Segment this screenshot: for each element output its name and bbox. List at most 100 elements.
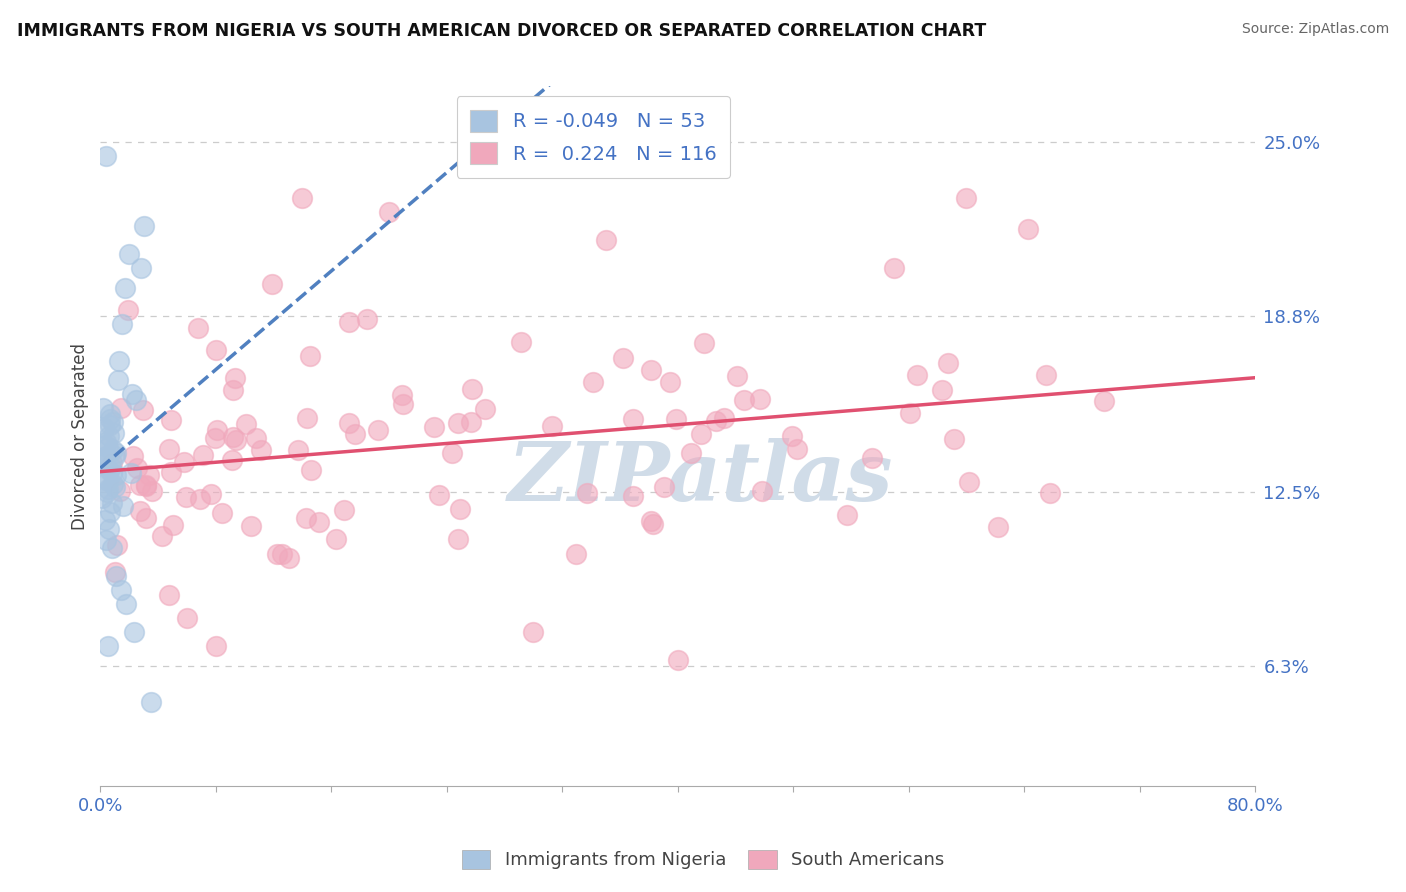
Point [713,411,735,425]
Point [104,565,127,579]
Point [786,442,808,456]
Point [104,449,127,463]
Point [423,420,446,434]
Point [97,483,120,497]
Point [447,416,470,430]
Point [101,496,124,510]
Point [101,476,124,491]
Point [582,376,605,390]
Point [205,343,228,358]
Point [780,429,803,443]
Point [205,639,228,653]
Point [112,500,135,514]
Point [104,468,127,483]
Point [522,625,544,640]
Point [659,375,682,389]
Point [114,281,136,295]
Point [299,463,322,477]
Point [105,538,128,552]
Point [1092,393,1115,408]
Point [392,396,415,410]
Point [191,448,214,462]
Point [100,505,122,519]
Point [266,547,288,561]
Point [270,548,292,562]
Point [898,406,921,420]
Point [474,402,496,417]
Point [125,392,148,407]
Point [129,478,152,492]
Y-axis label: Divorced or Separated: Divorced or Separated [72,343,89,530]
Point [200,487,222,501]
Point [298,349,321,363]
Point [287,442,309,457]
Point [141,484,163,499]
Point [97,639,120,653]
Point [612,351,634,365]
Point [150,528,173,542]
Point [139,695,162,709]
Point [93,451,115,466]
Point [245,432,267,446]
Point [295,411,318,425]
Point [160,413,183,427]
Point [666,653,689,667]
Point [621,489,644,503]
Point [260,277,283,291]
Point [942,432,965,446]
Point [652,480,675,494]
Point [91,457,114,471]
Point [308,515,330,529]
Point [122,449,145,463]
Text: ZIPatlas: ZIPatlas [508,438,894,518]
Point [207,423,229,437]
Text: Source: ZipAtlas.com: Source: ZipAtlas.com [1241,22,1389,37]
Point [132,219,155,234]
Point [111,318,134,332]
Point [135,479,157,493]
Point [101,456,124,470]
Point [97,441,120,455]
Point [222,430,245,444]
Point [565,547,588,561]
Point [103,415,125,429]
Point [100,418,122,433]
Point [98,407,121,421]
Point [118,247,141,261]
Point [100,460,122,475]
Point [117,302,139,317]
Point [157,442,180,456]
Point [176,611,198,625]
Point [325,533,347,547]
Point [157,588,180,602]
Point [138,468,160,483]
Point [704,415,727,429]
Point [344,426,367,441]
Point [295,511,318,525]
Point [125,460,148,475]
Point [173,455,195,469]
Point [391,388,413,402]
Point [378,205,401,219]
Point [905,368,928,382]
Point [277,550,299,565]
Point [110,401,132,415]
Point [115,597,138,611]
Point [936,356,959,370]
Point [96,485,118,500]
Point [101,466,124,480]
Point [122,625,145,640]
Point [987,520,1010,534]
Point [640,514,662,528]
Point [132,402,155,417]
Point [621,412,644,426]
Point [1039,486,1062,500]
Point [162,518,184,533]
Point [100,412,122,426]
Point [211,506,233,520]
Point [225,433,247,447]
Point [188,491,211,506]
Point [1035,368,1057,382]
Point [440,445,463,459]
Point [94,434,117,449]
